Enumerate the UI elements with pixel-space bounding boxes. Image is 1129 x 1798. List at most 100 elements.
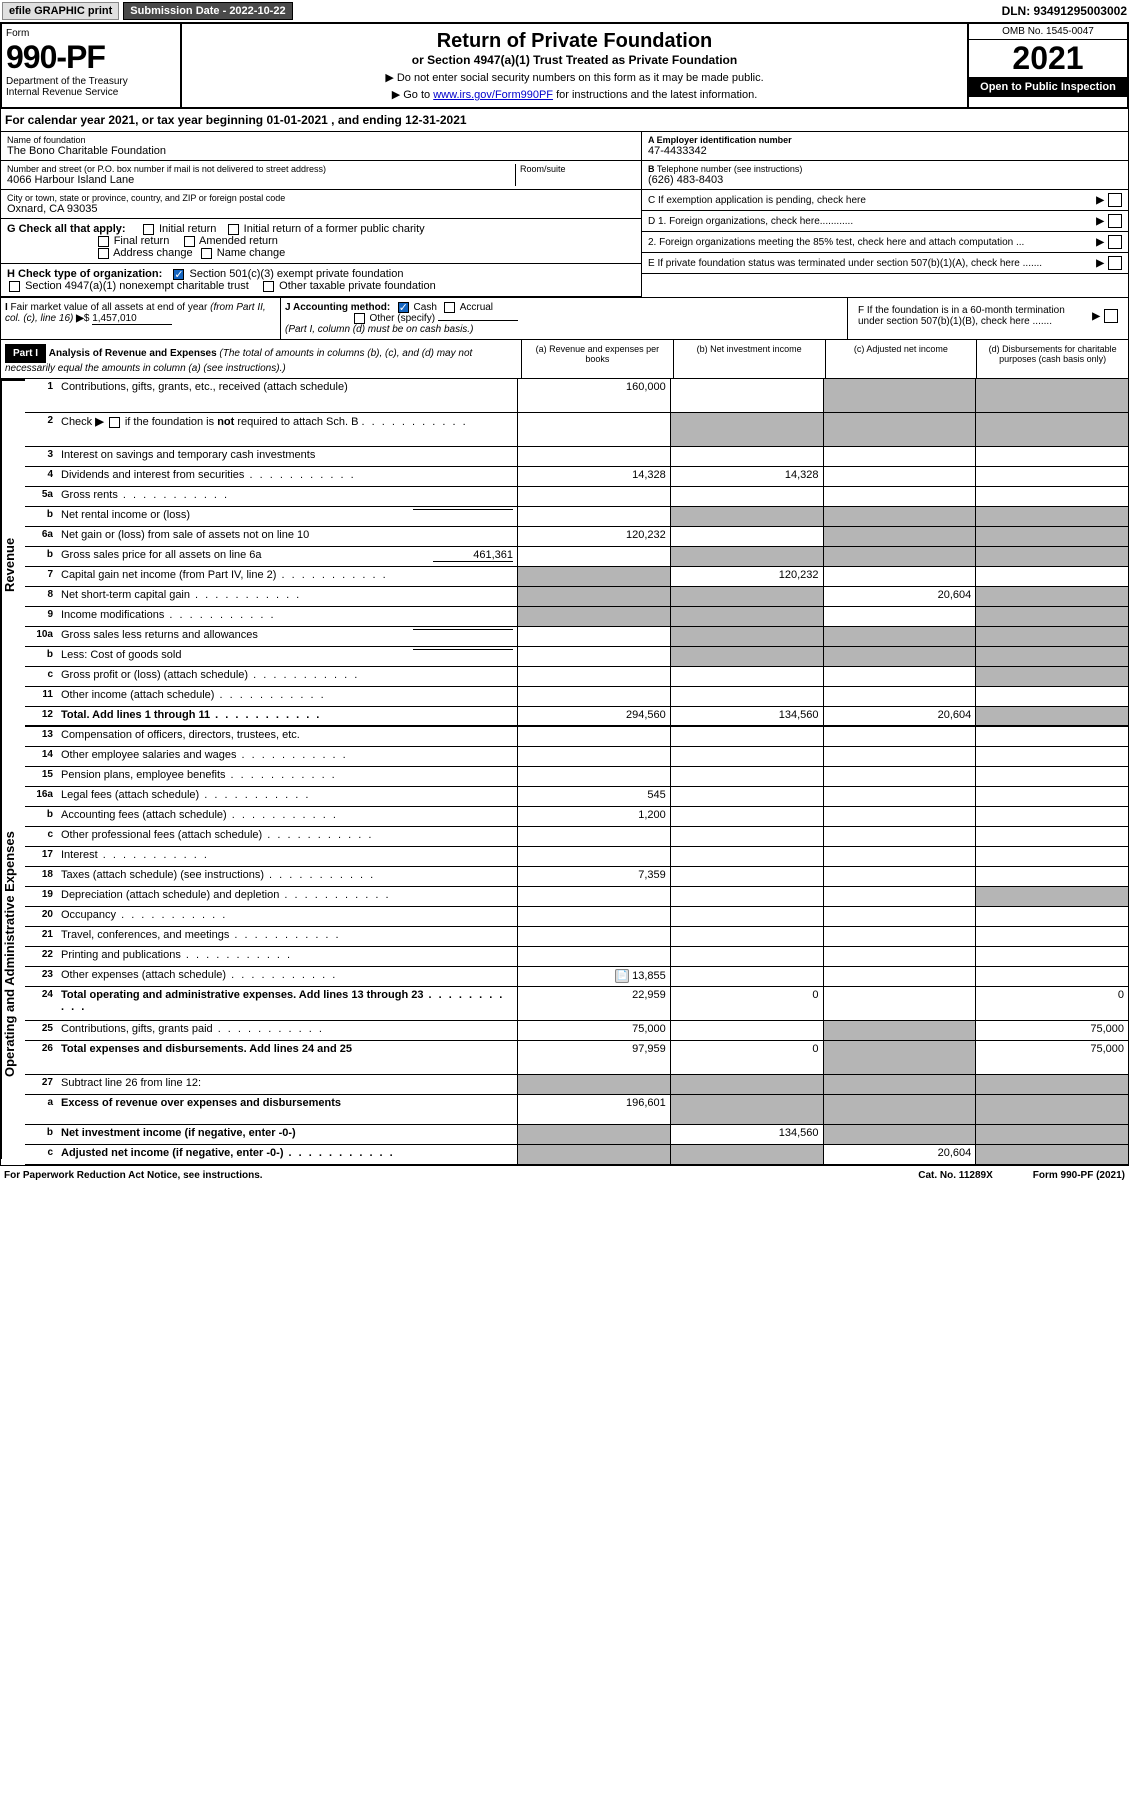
top-bar: efile GRAPHIC print Submission Date - 20… (0, 0, 1129, 22)
line-l25: 25Contributions, gifts, grants paid75,00… (25, 1021, 1128, 1041)
d2-label: 2. Foreign organizations meeting the 85%… (648, 237, 1096, 248)
line-l19: 19Depreciation (attach schedule) and dep… (25, 887, 1128, 907)
line-l24: 24Total operating and administrative exp… (25, 987, 1128, 1021)
addr-label: Number and street (or P.O. box number if… (7, 164, 515, 174)
line-l3: 3Interest on savings and temporary cash … (25, 447, 1128, 467)
part1-title: Analysis of Revenue and Expenses (49, 348, 217, 359)
line-l21: 21Travel, conferences, and meetings (25, 927, 1128, 947)
form-label: Form (6, 28, 176, 39)
form-header: Form 990-PF Department of the Treasury I… (0, 22, 1129, 109)
attachment-icon[interactable]: 📄 (615, 969, 629, 983)
form-note2: ▶ Go to www.irs.gov/Form990PF for instru… (188, 88, 961, 101)
check-name-change[interactable] (201, 248, 212, 259)
room-label: Room/suite (520, 164, 635, 174)
check-address-change[interactable] (98, 248, 109, 259)
phone-value: (626) 483-8403 (648, 174, 1122, 186)
omb-number: OMB No. 1545-0047 (969, 24, 1127, 40)
line-l11: 11Other income (attach schedule) (25, 687, 1128, 707)
line-l1: 1Contributions, gifts, grants, etc., rec… (25, 379, 1128, 413)
dln-text: DLN: 93491295003002 (1002, 4, 1127, 18)
expenses-side-label: Operating and Administrative Expenses (1, 749, 25, 1159)
line-l27a: aExcess of revenue over expenses and dis… (25, 1095, 1128, 1125)
line-l5b: bNet rental income or (loss) (25, 507, 1128, 527)
foundation-name: The Bono Charitable Foundation (7, 145, 635, 157)
check-d2[interactable] (1108, 235, 1122, 249)
dept-label: Department of the Treasury (6, 76, 176, 87)
line-l22: 22Printing and publications (25, 947, 1128, 967)
line-l27: 27Subtract line 26 from line 12: (25, 1075, 1128, 1095)
check-initial-return[interactable] (143, 224, 154, 235)
check-final-return[interactable] (98, 236, 109, 247)
line-l6a: 6aNet gain or (loss) from sale of assets… (25, 527, 1128, 547)
line-l4: 4Dividends and interest from securities1… (25, 467, 1128, 487)
line-l17: 17Interest (25, 847, 1128, 867)
city-label: City or town, state or province, country… (7, 193, 635, 203)
tax-year: 2021 (969, 40, 1127, 77)
check-c[interactable] (1108, 193, 1122, 207)
form-number: 990-PF (6, 39, 176, 76)
part1-header-row: Part I Analysis of Revenue and Expenses … (0, 340, 1129, 379)
street-address: 4066 Harbour Island Lane (7, 174, 515, 186)
line-l16c: cOther professional fees (attach schedul… (25, 827, 1128, 847)
h-label: H Check type of organization: (7, 268, 162, 280)
line-l10c: cGross profit or (loss) (attach schedule… (25, 667, 1128, 687)
city-state-zip: Oxnard, CA 93035 (7, 203, 635, 215)
line-l27c: cAdjusted net income (if negative, enter… (25, 1145, 1128, 1165)
phone-label: B Telephone number (see instructions) (648, 164, 1122, 174)
ein-value: 47-4433342 (648, 145, 1122, 157)
form-note1: ▶ Do not enter social security numbers o… (188, 71, 961, 84)
line-l27b: bNet investment income (if negative, ent… (25, 1125, 1128, 1145)
line-l20: 20Occupancy (25, 907, 1128, 927)
line-l6b: bGross sales price for all assets on lin… (25, 547, 1128, 567)
col-d-header: (d) Disbursements for charitable purpose… (976, 340, 1128, 378)
line-l23: 23Other expenses (attach schedule)📄 13,8… (25, 967, 1128, 987)
line-l8: 8Net short-term capital gain20,604 (25, 587, 1128, 607)
check-accrual[interactable] (444, 302, 455, 313)
check-other-method[interactable] (354, 313, 365, 324)
check-cash[interactable] (398, 302, 409, 313)
check-4947[interactable] (9, 281, 20, 292)
line-l12: 12Total. Add lines 1 through 11294,56013… (25, 707, 1128, 727)
line-l15: 15Pension plans, employee benefits (25, 767, 1128, 787)
part1-label: Part I (5, 344, 46, 363)
line-l10b: bLess: Cost of goods sold (25, 647, 1128, 667)
info-section: Name of foundation The Bono Charitable F… (0, 132, 1129, 298)
line-l10a: 10aGross sales less returns and allowanc… (25, 627, 1128, 647)
check-f[interactable] (1104, 309, 1118, 323)
check-d1[interactable] (1108, 214, 1122, 228)
ein-label: A Employer identification number (648, 135, 1122, 145)
f-label: F If the foundation is in a 60-month ter… (858, 305, 1092, 327)
check-other-taxable[interactable] (263, 281, 274, 292)
check-initial-former[interactable] (228, 224, 239, 235)
j-note: (Part I, column (d) must be on cash basi… (285, 324, 473, 335)
efile-button[interactable]: efile GRAPHIC print (2, 2, 119, 20)
calendar-year: For calendar year 2021, or tax year begi… (0, 109, 1129, 132)
name-label: Name of foundation (7, 135, 635, 145)
submission-button[interactable]: Submission Date - 2022-10-22 (123, 2, 292, 20)
j-label: J Accounting method: (285, 302, 390, 313)
fmv-value: 1,457,010 (92, 313, 172, 325)
footer-catalog: Cat. No. 11289X (918, 1170, 992, 1181)
c-label: C If exemption application is pending, c… (648, 195, 1096, 206)
irs-link[interactable]: www.irs.gov/Form990PF (433, 89, 553, 101)
form-subtitle: or Section 4947(a)(1) Trust Treated as P… (188, 53, 961, 67)
col-a-header: (a) Revenue and expenses per books (521, 340, 673, 378)
col-b-header: (b) Net investment income (673, 340, 825, 378)
line-l7: 7Capital gain net income (from Part IV, … (25, 567, 1128, 587)
check-amended[interactable] (184, 236, 195, 247)
line-l26: 26Total expenses and disbursements. Add … (25, 1041, 1128, 1075)
footer-left: For Paperwork Reduction Act Notice, see … (4, 1170, 263, 1181)
line-l2: 2Check ▶ if the foundation is not requir… (25, 413, 1128, 447)
open-public-badge: Open to Public Inspection (969, 77, 1127, 97)
line-l9: 9Income modifications (25, 607, 1128, 627)
e-label: E If private foundation status was termi… (648, 258, 1096, 269)
line-l5a: 5aGross rents (25, 487, 1128, 507)
check-501c3[interactable] (173, 269, 184, 280)
line-l14: 14Other employee salaries and wages (25, 747, 1128, 767)
check-e[interactable] (1108, 256, 1122, 270)
revenue-side-label: Revenue (1, 379, 25, 749)
d1-label: D 1. Foreign organizations, check here..… (648, 216, 1096, 227)
line-l16a: 16aLegal fees (attach schedule)545 (25, 787, 1128, 807)
line-l18: 18Taxes (attach schedule) (see instructi… (25, 867, 1128, 887)
line-l13: 13Compensation of officers, directors, t… (25, 727, 1128, 747)
